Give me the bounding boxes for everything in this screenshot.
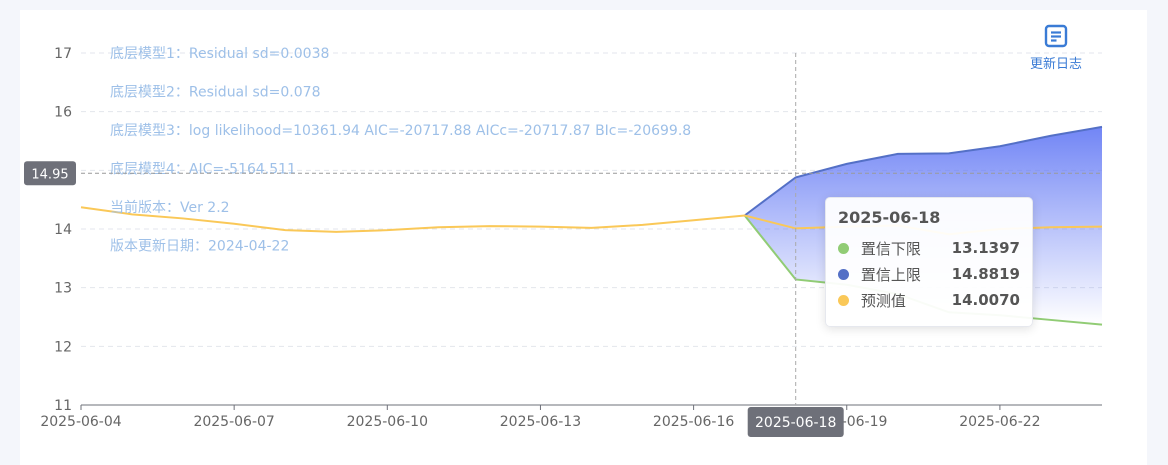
y-tick-label: 11 [54, 398, 72, 414]
tooltip-row: 预测值 14.0070 [838, 287, 1020, 313]
series-line-置信上限 [744, 125, 1103, 217]
tooltip-title: 2025-06-18 [838, 208, 941, 227]
y-tick-label: 14 [54, 222, 72, 238]
tooltip-series-name: 置信下限 [860, 239, 921, 258]
y-tick-label: 16 [54, 105, 72, 121]
y-tick-label: 13 [54, 281, 72, 297]
cursor-y-label-box [24, 161, 76, 186]
chart-tooltip: 2025-06-18 置信下限 13.1397 置信上限 14.8819 预测值… [825, 197, 1033, 327]
cursor-x-label: 2025-06-18 [755, 415, 836, 431]
tooltip-series-value: 14.8819 [951, 265, 1020, 283]
tooltip-series-value: 13.1397 [951, 239, 1020, 257]
series-marker-icon [838, 242, 849, 254]
tooltip-series-name: 预测值 [860, 291, 906, 310]
series-marker-icon [838, 294, 849, 306]
y-tick-label: 12 [54, 339, 72, 355]
x-tick-label: 2025-06-07 [193, 414, 274, 430]
tooltip-row: 置信下限 13.1397 [838, 235, 1020, 261]
x-tick-label: 2025-06-16 [653, 414, 734, 430]
model-annotation: 底层模型4：AIC=-5164.511 [110, 162, 296, 178]
model-annotation: 底层模型3：log likelihood=10361.94 AIC=-20717… [110, 123, 691, 139]
model-annotation: 底层模型1：Residual sd=0.0038 [110, 46, 329, 62]
changelog-label: 更新日志 [1029, 57, 1082, 72]
series-marker-icon [838, 268, 849, 280]
y-tick-label: 17 [54, 46, 72, 62]
cursor-y-label: 14.95 [31, 167, 68, 182]
tooltip-series-value: 14.0070 [951, 291, 1020, 309]
changelog-button[interactable]: 更新日志 [1024, 24, 1088, 72]
tooltip-series-name: 置信上限 [860, 265, 921, 284]
model-annotation: 版本更新日期：2024-04-22 [110, 239, 289, 255]
tooltip-row: 置信上限 14.8819 [838, 261, 1020, 287]
x-tick-label: 2025-06-04 [40, 414, 121, 430]
x-tick-label: 2025-06-10 [347, 414, 428, 430]
cursor-x-label-box [747, 407, 844, 437]
model-annotation: 底层模型2：Residual sd=0.078 [110, 85, 320, 101]
x-tick-label: 2025-06-13 [500, 414, 581, 430]
model-annotation: 当前版本：Ver 2.2 [110, 199, 230, 216]
x-tick-label: 2025-06-22 [959, 414, 1040, 430]
document-icon [1044, 24, 1068, 48]
